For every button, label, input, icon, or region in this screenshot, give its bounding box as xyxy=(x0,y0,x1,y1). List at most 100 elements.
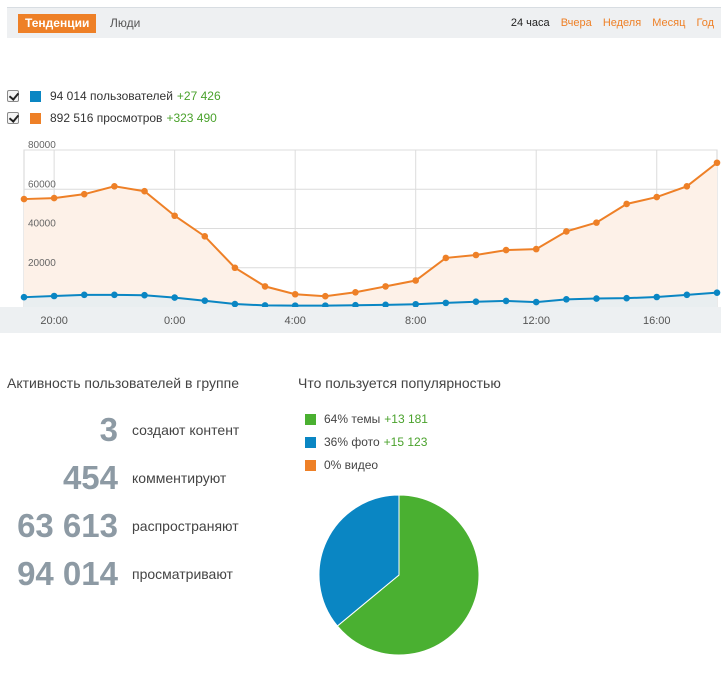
series-point xyxy=(201,233,209,240)
legend-topics: 64% темы +13 181 xyxy=(305,411,428,427)
series-point xyxy=(532,245,540,253)
series-point xyxy=(532,298,540,306)
period-selector: 24 часа Вчера Неделя Месяц Год xyxy=(503,14,714,33)
series-point xyxy=(442,299,450,307)
views-label: 892 516 просмотров xyxy=(50,111,163,125)
topics-swatch xyxy=(305,413,316,425)
series-line xyxy=(23,291,718,307)
line-chart: 20000 40000 60000 80000 20:00 0:00 4:00 8:00 12:… xyxy=(0,140,721,333)
series-area xyxy=(24,162,717,307)
period-yesterday[interactable]: Вчера xyxy=(560,17,592,29)
video-swatch xyxy=(305,459,316,471)
series-point xyxy=(563,228,570,235)
y-tick-label: 40000 xyxy=(28,219,56,230)
views-swatch xyxy=(30,112,41,124)
series-point xyxy=(502,297,510,305)
stat-label: комментируют xyxy=(132,470,227,486)
y-tick-label: 60000 xyxy=(28,179,56,190)
series-point xyxy=(20,195,28,203)
period-week[interactable]: Неделя xyxy=(602,17,642,29)
x-tick-label: 4:00 xyxy=(284,315,305,327)
series-point xyxy=(50,194,58,202)
stat-value: 454 xyxy=(62,459,118,496)
series-point xyxy=(111,291,118,299)
series-point xyxy=(261,283,269,290)
photos-delta: +15 123 xyxy=(383,435,428,449)
series-point xyxy=(713,289,721,296)
series-point xyxy=(442,254,450,262)
series-point xyxy=(171,294,178,301)
series-area xyxy=(24,292,717,307)
series-point xyxy=(201,297,209,305)
series-point xyxy=(80,291,88,299)
series-point xyxy=(141,291,148,299)
series-point xyxy=(171,212,178,220)
period-year[interactable]: Год xyxy=(696,17,714,29)
series-point xyxy=(80,190,88,198)
series-point xyxy=(472,251,480,259)
series-point xyxy=(683,183,691,190)
topics-delta: +13 181 xyxy=(384,412,428,426)
activity-title: Активность пользователей в группе xyxy=(7,375,239,391)
series-point xyxy=(382,301,389,309)
series-point xyxy=(593,219,600,226)
stat-commenters: 454 комментируют xyxy=(0,458,300,498)
legend-photos: 36% фото +15 123 xyxy=(305,434,427,450)
series-line xyxy=(23,161,718,298)
legend-views: 892 516 просмотров +323 490 xyxy=(7,110,217,126)
pie-chart xyxy=(318,494,480,656)
stat-creators: 3 создают контент xyxy=(0,410,300,450)
series-point xyxy=(111,183,118,190)
x-tick-label: 8:00 xyxy=(405,315,426,327)
period-24h[interactable]: 24 часа xyxy=(510,17,550,29)
stat-label: распространяют xyxy=(132,518,239,534)
pie-slice-темы xyxy=(336,494,480,656)
stat-label: создают контент xyxy=(132,422,240,438)
views-delta: +323 490 xyxy=(166,111,217,125)
legend-video: 0% видео xyxy=(305,457,378,473)
series-point xyxy=(231,300,239,308)
tab-people[interactable]: Люди xyxy=(110,16,141,30)
series-point xyxy=(322,292,329,300)
photos-swatch xyxy=(305,436,316,448)
series-point xyxy=(231,264,239,272)
series-point xyxy=(20,293,28,301)
series-point xyxy=(683,291,691,299)
stat-value: 3 xyxy=(99,411,118,448)
tab-trends[interactable]: Тенденции xyxy=(18,14,97,33)
x-tick-label: 20:00 xyxy=(40,315,68,327)
series-point xyxy=(412,277,419,284)
users-checkbox[interactable] xyxy=(7,90,19,102)
popular-title: Что пользуется популярностью xyxy=(298,375,501,391)
series-point xyxy=(472,298,480,306)
stat-sharers: 63 613 распространяют xyxy=(0,506,300,546)
users-swatch xyxy=(30,90,41,102)
users-delta: +27 426 xyxy=(176,89,221,103)
series-point xyxy=(382,283,389,290)
y-tick-label: 20000 xyxy=(28,258,56,269)
x-axis-bar xyxy=(0,307,721,333)
period-month[interactable]: Месяц xyxy=(652,17,686,29)
series-point xyxy=(653,293,661,301)
x-tick-label: 0:00 xyxy=(164,315,185,327)
stat-label: просматривают xyxy=(132,566,233,582)
series-point xyxy=(653,193,661,201)
views-checkbox[interactable] xyxy=(7,112,19,124)
stat-value: 63 613 xyxy=(17,507,118,544)
pie-slice-фото xyxy=(318,494,400,627)
top-bar: Тенденции Люди 24 часа Вчера Неделя Меся… xyxy=(7,7,721,38)
topics-label: 64% темы xyxy=(324,412,381,426)
series-point xyxy=(352,301,359,309)
video-label: 0% видео xyxy=(324,458,379,472)
x-tick-label: 16:00 xyxy=(643,315,671,327)
series-point xyxy=(291,290,299,298)
series-point xyxy=(713,159,721,167)
series-point xyxy=(352,288,359,296)
series-point xyxy=(412,300,419,308)
legend-users: 94 014 пользователей +27 426 xyxy=(7,88,221,104)
photos-label: 36% фото xyxy=(324,435,380,449)
series-point xyxy=(502,246,510,254)
series-point xyxy=(50,292,58,300)
series-point xyxy=(593,295,600,302)
series-point xyxy=(623,294,630,302)
